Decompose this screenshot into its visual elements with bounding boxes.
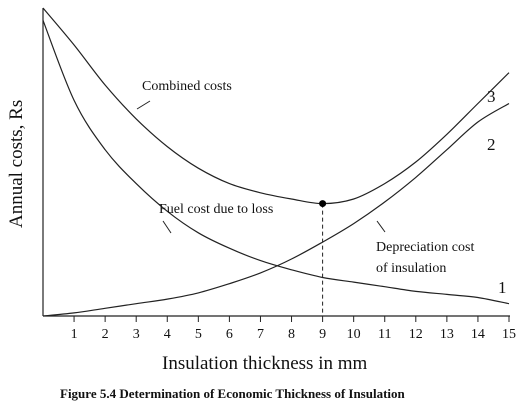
x-tick-label-5: 5 xyxy=(195,327,202,342)
x-tick-label-10: 10 xyxy=(347,327,361,342)
x-tick-label-8: 8 xyxy=(288,327,295,342)
curve-number-3: 3 xyxy=(487,87,496,106)
depreciation-label-line2: of insulation xyxy=(376,261,446,276)
depreciation-label-line1: Depreciation cost xyxy=(376,240,474,255)
x-tick-label-15: 15 xyxy=(502,327,516,342)
x-tick-label-9: 9 xyxy=(319,327,326,342)
x-tick-label-4: 4 xyxy=(164,327,171,342)
x-tick-label-12: 12 xyxy=(409,327,423,342)
x-tick-label-3: 3 xyxy=(133,327,140,342)
x-tick-label-13: 13 xyxy=(440,327,454,342)
y-axis-title: Annual costs, Rs xyxy=(6,100,27,228)
x-tick-label-14: 14 xyxy=(471,327,485,342)
curve-3 xyxy=(42,7,510,205)
combined-costs-marker xyxy=(136,100,151,110)
x-tick-label-1: 1 xyxy=(71,327,78,342)
fuel-cost-marker xyxy=(162,220,172,234)
x-tick-label-2: 2 xyxy=(102,327,109,342)
curve-number-2: 2 xyxy=(487,135,496,154)
x-axis-title: Insulation thickness in mm xyxy=(162,353,368,374)
depreciation-marker xyxy=(376,220,386,233)
curve-number-1: 1 xyxy=(498,278,507,297)
curve-2 xyxy=(42,102,510,317)
curve-1 xyxy=(42,20,510,305)
fuel-cost-label: Fuel cost due to loss xyxy=(159,202,273,217)
combined-costs-label: Combined costs xyxy=(142,79,232,94)
x-tick-label-6: 6 xyxy=(226,327,233,342)
x-tick-label-7: 7 xyxy=(257,327,264,342)
x-ticks: 1 2 3 4 5 6 7 8 9 10 11 12 13 14 15 xyxy=(71,316,516,342)
x-tick-label-11: 11 xyxy=(378,327,391,342)
optimum-point xyxy=(319,200,327,208)
figure-caption: Figure 5.4 Determination of Economic Thi… xyxy=(60,386,406,401)
curves xyxy=(42,7,510,317)
